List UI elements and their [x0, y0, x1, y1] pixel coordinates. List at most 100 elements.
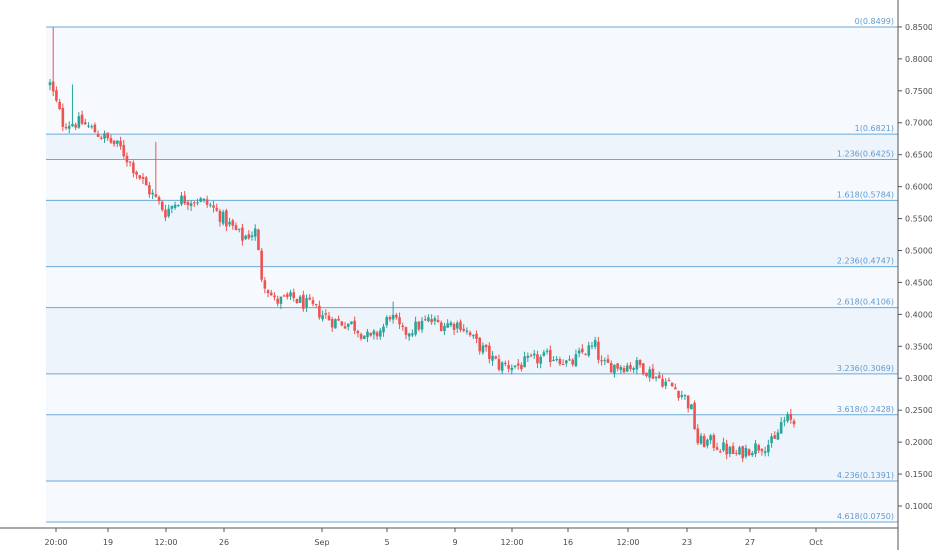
candle-body	[83, 122, 87, 125]
x-tick-label: 26	[219, 538, 229, 547]
candle-body	[581, 348, 584, 353]
fib-band	[46, 373, 898, 415]
candle-body	[555, 359, 558, 361]
fib-label: 3.618(0.2428)	[837, 405, 894, 414]
candle-body	[497, 359, 501, 370]
y-tick-label: 0.7000	[905, 119, 932, 128]
candle-body	[55, 90, 58, 101]
candle-body	[209, 204, 212, 206]
candle-body	[763, 451, 767, 454]
candle-body	[510, 367, 514, 371]
candle-body	[176, 205, 180, 207]
y-tick-label: 0.4500	[905, 278, 932, 287]
candle-body	[574, 354, 578, 366]
candle-body	[215, 208, 219, 211]
candle-body	[606, 359, 610, 363]
candle-body	[587, 345, 591, 356]
candle-body	[481, 345, 485, 353]
candle-body	[125, 155, 129, 163]
candle-body	[465, 330, 469, 332]
candle-body	[754, 443, 757, 454]
fib-label: 1.618(0.5784)	[837, 190, 894, 199]
candle-body	[786, 414, 789, 422]
candle-body	[67, 125, 71, 129]
candle-body	[455, 322, 459, 329]
candle-body	[119, 140, 122, 147]
candle-body	[407, 333, 411, 337]
x-tick-label: Oct	[809, 538, 823, 547]
y-tick-label: 0.6500	[905, 151, 932, 160]
candle-body	[767, 444, 770, 453]
candle-body	[552, 359, 555, 361]
candle-body	[71, 123, 74, 127]
candle-body	[436, 319, 440, 323]
fib-labels: 0(0.8499) 1(0.6821) 1.236(0.6425) 1.618(0.5…	[837, 17, 894, 521]
candle-body	[314, 303, 318, 305]
candle-body	[247, 234, 251, 239]
candle-body	[667, 380, 671, 382]
candle-body	[116, 140, 119, 144]
y-tick-label: 0.6000	[905, 183, 932, 192]
candle-body	[427, 317, 430, 322]
candle-body	[80, 114, 84, 124]
candle-body	[103, 133, 106, 139]
y-tick-label: 0.2500	[905, 406, 932, 415]
candle-body	[61, 107, 65, 127]
candle-body	[507, 365, 510, 369]
candle-body	[632, 368, 635, 370]
candle-body	[263, 280, 267, 289]
candle-body	[433, 318, 437, 322]
candle-body	[548, 350, 552, 363]
candle-body	[196, 202, 199, 204]
candle-body	[645, 372, 648, 376]
candle-body	[661, 378, 664, 387]
candle-body	[266, 290, 270, 294]
candle-body	[353, 320, 356, 331]
candle-body	[504, 362, 507, 365]
candle-body	[696, 428, 700, 444]
candle-body	[472, 335, 475, 337]
candle-body	[260, 250, 263, 280]
candle-body	[385, 317, 389, 326]
candle-body	[106, 132, 110, 139]
candle-body	[715, 447, 719, 450]
candle-body	[600, 360, 603, 362]
candle-body	[164, 209, 167, 218]
x-tick-label: 12:00	[616, 538, 639, 547]
fib-label: 1.236(0.6425)	[837, 149, 894, 158]
candle-body	[561, 363, 565, 365]
candle-body	[475, 333, 478, 339]
candle-body	[382, 326, 385, 333]
candle-body	[234, 225, 238, 230]
candle-body	[93, 124, 97, 133]
candle-body	[722, 442, 725, 451]
fib-label: 3.236(0.3069)	[837, 364, 894, 373]
candle-body	[420, 320, 424, 330]
candle-body	[64, 126, 68, 129]
candle-body	[295, 298, 299, 303]
candle-body	[760, 449, 764, 452]
candle-body	[651, 368, 655, 379]
candle-body	[529, 355, 533, 357]
candle-body	[670, 382, 674, 387]
candle-body	[491, 355, 494, 361]
candle-body	[452, 323, 456, 330]
candle-body	[375, 332, 379, 337]
candle-body	[391, 314, 395, 320]
candle-body	[337, 318, 340, 321]
candle-body	[132, 162, 135, 174]
candle-body	[414, 321, 417, 335]
x-tick-label: 27	[745, 538, 755, 547]
candle-body	[183, 195, 186, 204]
fib-label: 1(0.6821)	[855, 124, 894, 133]
candle-body	[747, 449, 751, 456]
candle-body	[423, 319, 427, 321]
candle-body	[690, 404, 693, 410]
candle-body	[776, 432, 780, 440]
x-tick-label: 12:00	[154, 538, 177, 547]
candle-body	[622, 368, 626, 373]
candle-body	[218, 210, 222, 222]
candle-body	[613, 364, 616, 374]
